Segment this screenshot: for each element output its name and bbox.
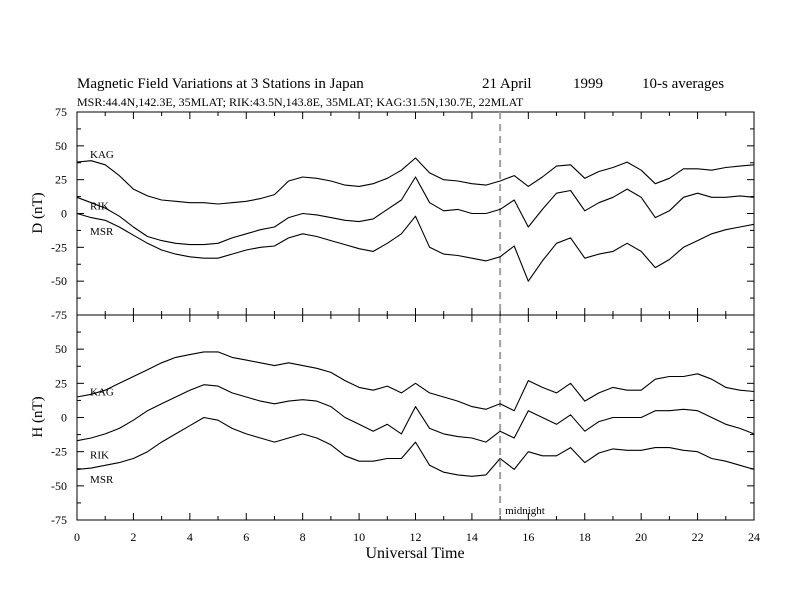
x-tick-label: 12	[410, 530, 422, 544]
chart-date: 21 April	[482, 76, 532, 92]
x-tick-label: 10	[353, 530, 365, 544]
x-tick-label: 0	[74, 530, 80, 544]
y-tick-label: -25	[51, 240, 67, 254]
series-kag-line	[76, 351, 755, 412]
midnight-label: midnight	[505, 505, 545, 517]
x-tick-label: 4	[187, 530, 193, 544]
y-tick-label: -50	[51, 479, 67, 493]
series-label-msr: MSR	[90, 474, 114, 486]
series-rik-line	[76, 384, 755, 443]
bottom-panel-frame	[76, 314, 755, 521]
series-label-msr: MSR	[90, 226, 114, 238]
y-tick-label: 0	[61, 411, 67, 425]
series-msr-line	[76, 212, 755, 282]
series-kag-line	[76, 157, 755, 205]
series-rik-line	[76, 176, 755, 246]
series-labels: KAG RIK MSR KAG RIK MSR	[90, 149, 114, 486]
series-label-kag: KAG	[90, 149, 114, 161]
y-tick-label: 0	[61, 207, 67, 221]
y-tick-label: -25	[51, 445, 67, 459]
y-tick-label: 25	[55, 173, 67, 187]
x-tick-label: 16	[522, 530, 534, 544]
series-lines	[76, 157, 755, 477]
stations-line: MSR:44.4N,142.3E, 35MLAT; RIK:43.5N,143.…	[77, 95, 524, 109]
y-tick-label: -50	[51, 274, 67, 288]
x-tick-label: 8	[300, 530, 306, 544]
y-tick-label: 75	[55, 105, 67, 119]
series-label-rik: RIK	[90, 200, 109, 212]
x-tick-label: 24	[748, 530, 760, 544]
x-tick-label: 18	[579, 530, 591, 544]
x-tick-label: 6	[243, 530, 249, 544]
y-tick-label: 50	[55, 342, 67, 356]
x-tick-label: 2	[130, 530, 136, 544]
y-tick-label: -75	[51, 308, 67, 322]
chart-title: Magnetic Field Variations at 3 Stations …	[77, 76, 364, 92]
bottom-y-axis-label: H (nT)	[30, 396, 46, 437]
x-tick-label: 22	[692, 530, 704, 544]
y-tick-label: 25	[55, 376, 67, 390]
top-y-axis-label: D (nT)	[30, 192, 46, 233]
series-label-rik: RIK	[90, 449, 109, 461]
chart-averaging: 10-s averages	[642, 76, 724, 92]
chart-year: 1999	[573, 76, 603, 92]
x-tick-label: 20	[635, 530, 647, 544]
y-tick-label: -75	[51, 513, 67, 527]
x-axis-label: Universal Time	[365, 545, 464, 562]
y-tick-label: 50	[55, 139, 67, 153]
midnight-marker: midnight	[499, 112, 545, 520]
x-tick-label: 14	[466, 530, 478, 544]
series-msr-line	[76, 416, 755, 477]
series-label-kag: KAG	[90, 387, 114, 399]
